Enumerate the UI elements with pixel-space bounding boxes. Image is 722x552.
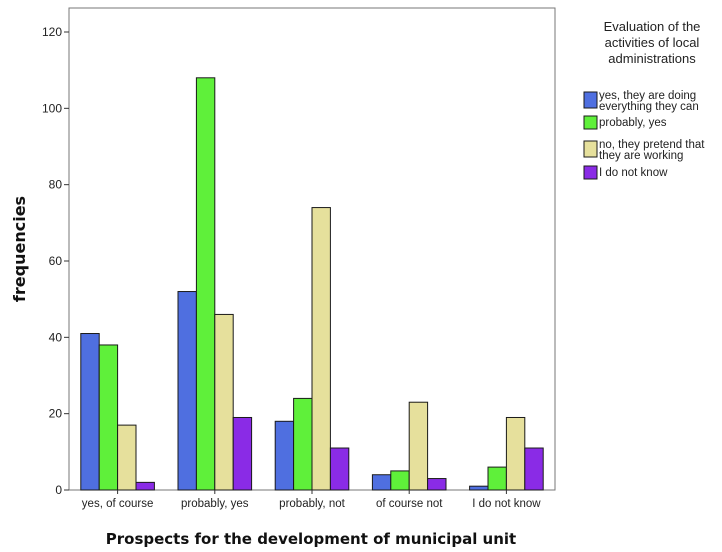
legend-title-line: administrations [608, 51, 696, 66]
bar [469, 485, 489, 491]
legend-swatch [583, 140, 598, 158]
bar [177, 291, 197, 491]
y-tick-label: 20 [49, 407, 63, 421]
y-tick-label: 60 [49, 254, 63, 268]
legend-label: I do not know [599, 167, 668, 179]
bar [117, 424, 137, 491]
bar [293, 397, 313, 491]
x-category-label: probably, not [279, 498, 345, 510]
x-axis-title: Prospects for the development of municip… [106, 530, 516, 548]
legend-label: probably, yes [599, 117, 667, 129]
y-tick-label: 120 [42, 25, 62, 39]
bar [80, 333, 100, 491]
x-category-label: I do not know [472, 498, 541, 510]
bar [390, 470, 410, 491]
bar [524, 447, 544, 491]
bar [311, 207, 331, 491]
bar [195, 77, 216, 491]
legend-title-line: Evaluation of the [604, 19, 701, 34]
bar [98, 344, 119, 491]
bar [135, 481, 155, 491]
bar [274, 420, 295, 491]
bar [487, 466, 507, 491]
legend-label: everything they can [599, 101, 699, 113]
y-tick-label: 100 [42, 101, 62, 115]
legend-swatch [583, 115, 598, 130]
y-tick-label: 0 [55, 483, 62, 497]
legend-swatch [583, 165, 598, 180]
legend-label: no, they pretend that [599, 139, 705, 151]
bar [427, 478, 447, 491]
y-tick-label: 40 [49, 330, 63, 344]
bars [80, 77, 544, 491]
bar [408, 401, 429, 491]
x-category-label: probably, yes [181, 498, 249, 510]
legend-label: they are working [599, 150, 683, 162]
bar [329, 447, 350, 491]
legend-swatch [583, 91, 598, 109]
legend-label: yes, they are doing [599, 90, 696, 102]
bar [505, 416, 526, 491]
bar [214, 313, 234, 491]
y-axis-title: frequencies [10, 196, 29, 302]
bar [232, 416, 253, 491]
bar [371, 474, 392, 491]
x-axis: yes, of course probably, yes probably, not… [82, 490, 541, 510]
x-category-label: yes, of course [82, 498, 154, 510]
legend-title-line: activities of local [605, 35, 700, 50]
y-axis: 0 20 40 60 80 100 120 [42, 25, 69, 497]
x-category-label: of course not [376, 498, 443, 510]
y-tick-label: 80 [49, 178, 63, 192]
